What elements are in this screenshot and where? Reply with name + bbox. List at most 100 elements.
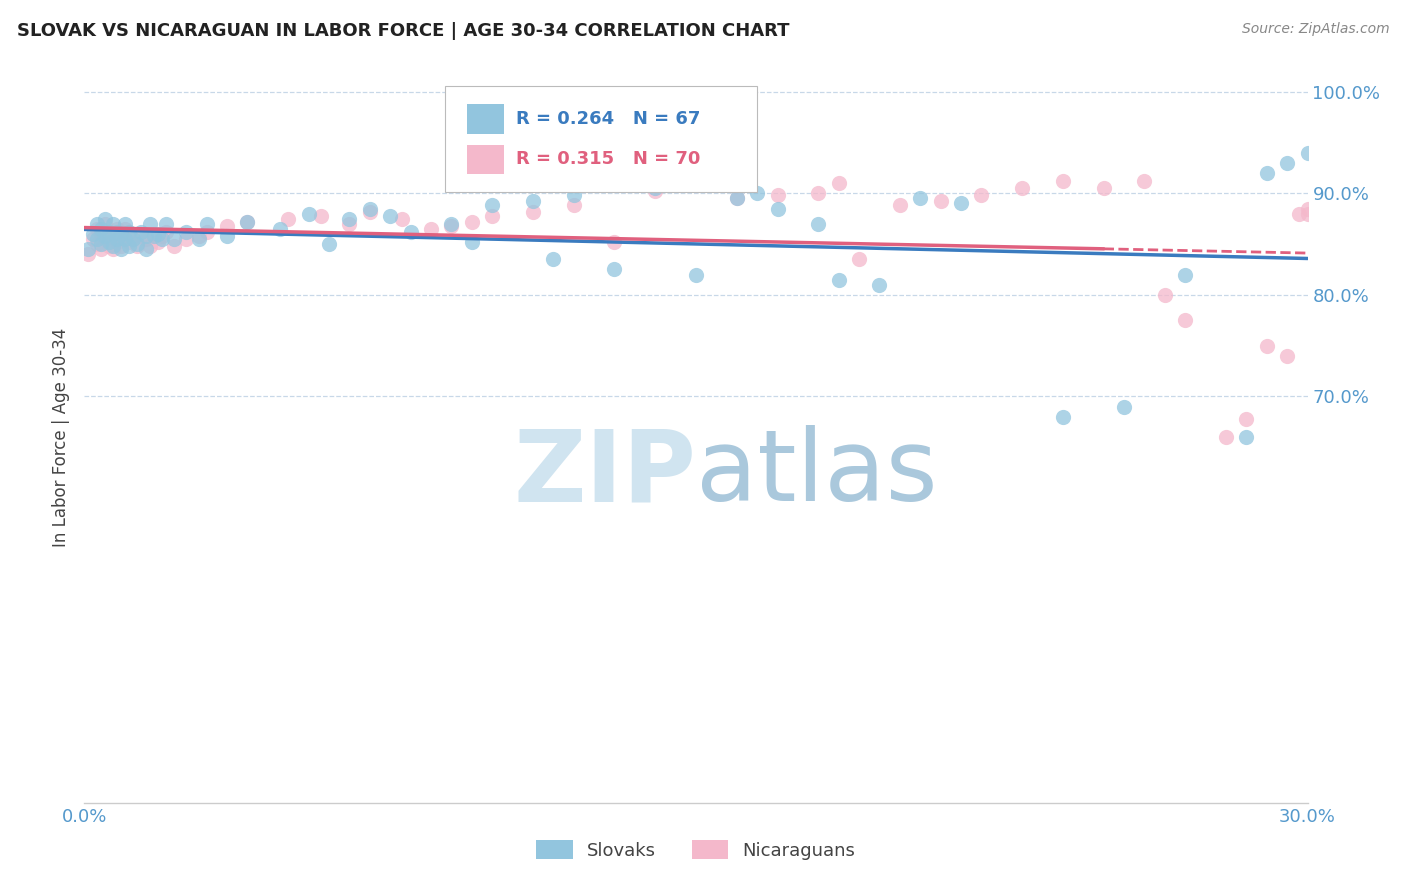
- Point: [1277, 155, 1299, 169]
- Point: [163, 232, 186, 246]
- Point: [110, 242, 132, 256]
- Point: [195, 217, 218, 231]
- Point: [685, 268, 707, 282]
- Point: [828, 272, 851, 286]
- Point: [910, 191, 932, 205]
- Point: [138, 239, 160, 253]
- Point: [1288, 206, 1310, 220]
- FancyBboxPatch shape: [446, 86, 758, 192]
- Point: [90, 222, 112, 236]
- Text: atlas: atlas: [696, 425, 938, 522]
- Point: [101, 228, 124, 243]
- Point: [82, 232, 104, 246]
- Point: [440, 217, 463, 231]
- Point: [440, 219, 463, 233]
- Point: [155, 225, 177, 239]
- Point: [562, 198, 585, 212]
- Point: [118, 235, 141, 249]
- Point: [1236, 430, 1258, 444]
- Point: [163, 239, 186, 253]
- Point: [766, 188, 789, 202]
- Point: [461, 235, 484, 249]
- Point: [309, 209, 332, 223]
- Point: [105, 232, 128, 246]
- Point: [603, 235, 626, 249]
- Point: [950, 196, 973, 211]
- Point: [1215, 430, 1237, 444]
- Point: [1114, 400, 1136, 414]
- Point: [86, 237, 108, 252]
- Point: [127, 237, 149, 252]
- Point: [481, 198, 503, 212]
- Point: [110, 227, 132, 241]
- Point: [135, 228, 157, 243]
- Point: [807, 186, 830, 201]
- Point: [195, 225, 218, 239]
- Point: [644, 184, 666, 198]
- Point: [1296, 145, 1319, 160]
- Point: [150, 232, 173, 246]
- Legend: Slovaks, Nicaraguans: Slovaks, Nicaraguans: [537, 840, 855, 860]
- Point: [543, 252, 565, 267]
- Point: [420, 222, 443, 236]
- Point: [174, 232, 197, 246]
- Point: [1052, 409, 1074, 424]
- Point: [277, 211, 299, 226]
- Point: [269, 222, 291, 236]
- Point: [110, 239, 132, 253]
- Point: [399, 225, 422, 239]
- Point: [187, 228, 209, 243]
- Point: [135, 242, 157, 256]
- Point: [142, 228, 165, 243]
- Point: [1174, 313, 1197, 327]
- Point: [97, 225, 120, 239]
- Point: [110, 225, 132, 239]
- Text: Source: ZipAtlas.com: Source: ZipAtlas.com: [1241, 22, 1389, 37]
- Point: [1296, 206, 1319, 220]
- Point: [90, 242, 112, 256]
- Point: [122, 232, 145, 246]
- Point: [380, 209, 402, 223]
- Point: [828, 176, 851, 190]
- Point: [461, 215, 484, 229]
- Point: [869, 277, 891, 292]
- Point: [86, 222, 108, 236]
- Point: [562, 188, 585, 202]
- Point: [114, 222, 136, 236]
- Text: SLOVAK VS NICARAGUAN IN LABOR FORCE | AGE 30-34 CORRELATION CHART: SLOVAK VS NICARAGUAN IN LABOR FORCE | AG…: [17, 22, 789, 40]
- FancyBboxPatch shape: [467, 145, 503, 174]
- Point: [114, 217, 136, 231]
- Point: [150, 228, 173, 243]
- Point: [1154, 288, 1177, 302]
- Point: [889, 198, 911, 212]
- Point: [187, 232, 209, 246]
- Point: [155, 217, 177, 231]
- Point: [97, 227, 120, 241]
- Point: [174, 225, 197, 239]
- Point: [93, 217, 115, 231]
- Point: [339, 211, 361, 226]
- Point: [82, 227, 104, 241]
- Point: [725, 191, 748, 205]
- Point: [127, 239, 149, 253]
- Point: [929, 194, 952, 209]
- Point: [97, 235, 120, 249]
- Point: [97, 239, 120, 253]
- Point: [217, 219, 239, 233]
- Point: [481, 209, 503, 223]
- Point: [1011, 181, 1033, 195]
- Text: R = 0.264   N = 67: R = 0.264 N = 67: [516, 110, 700, 128]
- Point: [236, 215, 259, 229]
- Point: [807, 217, 830, 231]
- Point: [359, 202, 381, 216]
- Text: R = 0.315   N = 70: R = 0.315 N = 70: [516, 150, 700, 168]
- Point: [359, 204, 381, 219]
- Point: [1236, 411, 1258, 425]
- Point: [77, 247, 100, 261]
- Point: [86, 232, 108, 246]
- Point: [146, 227, 169, 241]
- Point: [114, 232, 136, 246]
- Point: [298, 206, 321, 220]
- Point: [766, 202, 789, 216]
- Point: [236, 215, 259, 229]
